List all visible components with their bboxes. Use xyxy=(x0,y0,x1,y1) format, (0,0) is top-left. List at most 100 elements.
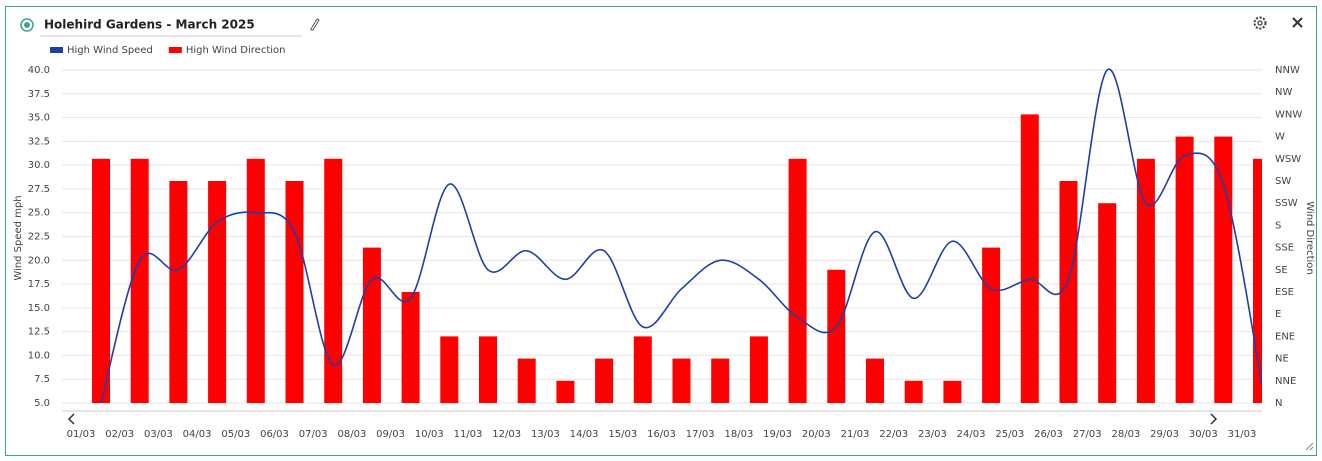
y2-tick-label: WNW xyxy=(1275,109,1302,120)
bar xyxy=(208,181,227,403)
bar xyxy=(362,247,381,403)
bar xyxy=(1253,158,1262,403)
x-tick-label: 15/03 xyxy=(608,429,637,440)
y2-tick-label: SW xyxy=(1275,176,1291,187)
y-tick-label: 10.0 xyxy=(28,350,50,361)
y2-tick-label: NW xyxy=(1275,87,1292,98)
chart-title[interactable]: Holehird Gardens - March 2025 xyxy=(44,18,255,32)
x-tick-label: 30/03 xyxy=(1189,429,1218,440)
bar xyxy=(440,336,459,403)
x-tick-label: 09/03 xyxy=(376,429,405,440)
legend-label[interactable]: High Wind Speed xyxy=(67,45,153,56)
panel-border xyxy=(5,6,1317,456)
bar xyxy=(595,358,614,403)
bar xyxy=(285,181,304,403)
edit-icon[interactable] xyxy=(310,18,320,31)
bar xyxy=(517,358,536,403)
bar xyxy=(866,358,884,403)
x-tick-label: 01/03 xyxy=(67,429,96,440)
x-tick-label: 11/03 xyxy=(454,429,483,440)
scroll-left[interactable] xyxy=(67,413,75,425)
x-tick-label: 17/03 xyxy=(686,429,715,440)
x-tick-label: 26/03 xyxy=(1034,429,1063,440)
bar xyxy=(246,158,265,403)
bar xyxy=(788,158,807,403)
bar xyxy=(633,336,652,403)
x-tick-label: 02/03 xyxy=(105,429,134,440)
y2-tick-label: E xyxy=(1275,309,1281,320)
bar xyxy=(1098,203,1117,403)
x-tick-label: 13/03 xyxy=(531,429,560,440)
resize-handle[interactable] xyxy=(1305,442,1314,451)
x-tick-label: 24/03 xyxy=(957,429,986,440)
close-icon[interactable] xyxy=(1292,17,1303,28)
y2-tick-label: SSW xyxy=(1275,198,1298,209)
bar xyxy=(1020,114,1039,404)
y2-tick-label: NNW xyxy=(1275,65,1300,76)
x-tick-label: 08/03 xyxy=(337,429,366,440)
line xyxy=(100,68,1262,404)
bar xyxy=(1136,158,1155,403)
bar xyxy=(827,269,846,403)
x-tick-label: 20/03 xyxy=(802,429,831,440)
y-tick-label: 37.5 xyxy=(28,89,50,100)
y2-axis-title: Wind Direction xyxy=(1304,201,1315,275)
settings-icon[interactable] xyxy=(1253,16,1267,30)
y-tick-label: 12.5 xyxy=(28,327,50,338)
y-tick-label: 5.0 xyxy=(34,398,50,409)
status-dot xyxy=(24,22,30,28)
bar xyxy=(943,380,962,403)
y2-tick-label: SE xyxy=(1275,265,1288,276)
bar xyxy=(479,336,497,403)
y-tick-label: 22.5 xyxy=(28,232,50,243)
y-tick-label: 40.0 xyxy=(28,65,50,76)
scroll-right[interactable] xyxy=(1210,413,1218,425)
y2-tick-label: NE xyxy=(1275,354,1289,365)
x-tick-label: 06/03 xyxy=(260,429,289,440)
bar xyxy=(1059,181,1078,403)
x-tick-label: 18/03 xyxy=(724,429,753,440)
y2-tick-label: W xyxy=(1275,132,1285,143)
x-tick-label: 12/03 xyxy=(492,429,521,440)
legend-label[interactable]: High Wind Direction xyxy=(186,45,286,56)
bar xyxy=(672,358,691,403)
x-tick-label: 22/03 xyxy=(879,429,908,440)
y-tick-label: 20.0 xyxy=(28,255,50,266)
bar xyxy=(401,292,420,403)
bar xyxy=(711,358,730,403)
y-tick-label: 17.5 xyxy=(28,279,50,290)
y-tick-label: 35.0 xyxy=(28,113,50,124)
y-tick-label: 27.5 xyxy=(28,184,50,195)
x-tick-label: 16/03 xyxy=(647,429,676,440)
bar xyxy=(1214,136,1233,403)
x-tick-label: 07/03 xyxy=(299,429,328,440)
x-tick-label: 10/03 xyxy=(415,429,444,440)
bar xyxy=(904,380,923,403)
y-tick-label: 25.0 xyxy=(28,208,50,219)
x-tick-label: 05/03 xyxy=(221,429,250,440)
bar xyxy=(324,158,343,403)
bar xyxy=(130,158,149,403)
bar xyxy=(982,247,1001,403)
y-axis-title: Wind Speed mph xyxy=(13,195,24,280)
plot-area xyxy=(92,68,1262,404)
legend-swatch xyxy=(168,47,182,53)
y2-tick-label: ENE xyxy=(1275,331,1295,342)
y2-tick-label: WSW xyxy=(1275,154,1301,165)
bar xyxy=(556,380,575,403)
y2-tick-label: S xyxy=(1275,220,1281,231)
legend-swatch xyxy=(50,47,63,53)
x-tick-label: 03/03 xyxy=(144,429,173,440)
x-tick-label: 25/03 xyxy=(995,429,1024,440)
x-tick-label: 04/03 xyxy=(183,429,212,440)
x-tick-label: 19/03 xyxy=(763,429,792,440)
bar xyxy=(169,181,188,403)
y2-tick-label: ESE xyxy=(1275,287,1294,298)
x-tick-label: 14/03 xyxy=(570,429,599,440)
y2-tick-label: N xyxy=(1275,398,1282,409)
y2-tick-label: NNE xyxy=(1275,376,1296,387)
x-tick-label: 28/03 xyxy=(1111,429,1140,440)
x-tick-label: 27/03 xyxy=(1073,429,1102,440)
